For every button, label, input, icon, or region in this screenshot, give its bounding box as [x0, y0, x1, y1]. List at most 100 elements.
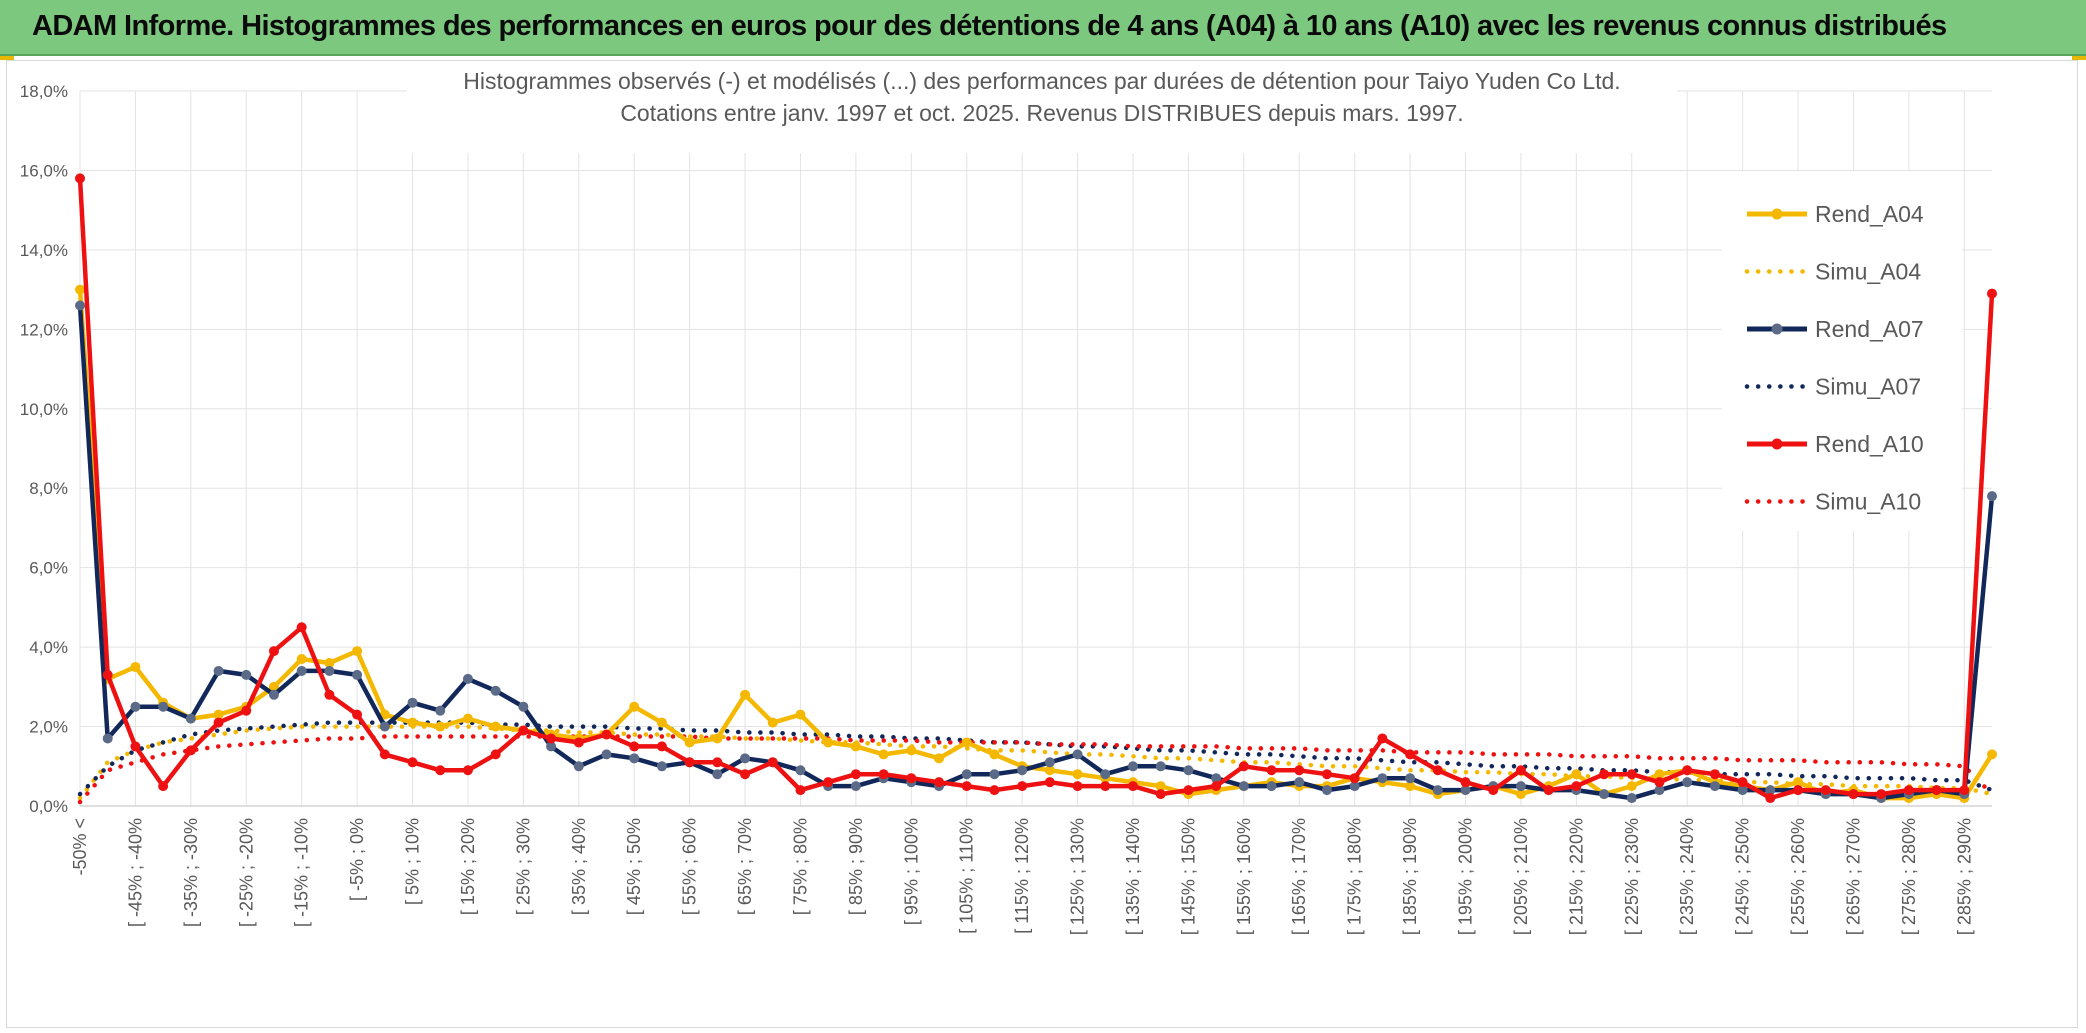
data-point	[795, 709, 806, 720]
data-point	[379, 749, 390, 760]
legend-label: Rend_A10	[1815, 431, 1924, 457]
chart-grid	[79, 90, 1992, 807]
data-point	[490, 749, 501, 760]
data-point	[656, 741, 667, 752]
x-tick-label: [ -15% ; -10%	[292, 818, 312, 927]
data-point	[1626, 793, 1637, 804]
data-point	[75, 173, 85, 184]
data-point	[1737, 777, 1748, 788]
data-point	[1405, 773, 1416, 784]
data-point	[324, 665, 335, 676]
y-tick-label: 0,0%	[29, 797, 68, 816]
data-point	[1211, 781, 1222, 792]
series-simu-a07	[77, 720, 1995, 797]
data-point	[1987, 491, 1997, 502]
data-point	[795, 765, 806, 776]
legend-swatch-marker	[1771, 323, 1783, 335]
legend-label: Rend_A04	[1815, 201, 1924, 227]
x-tick-label: [ 175% ; 180%	[1345, 818, 1365, 935]
data-point	[1709, 781, 1720, 792]
title-background	[407, 63, 1677, 153]
legend-background	[1722, 171, 1962, 531]
data-point	[1543, 785, 1554, 796]
legend-item: Rend_A10	[1747, 431, 1924, 457]
data-point	[213, 709, 224, 720]
data-point	[1432, 765, 1443, 776]
series-rend-a10	[75, 173, 1997, 804]
data-point	[407, 757, 418, 768]
data-point	[1155, 789, 1166, 800]
data-point	[102, 733, 113, 744]
data-point	[130, 661, 141, 672]
data-point	[1183, 785, 1194, 796]
series-layer	[75, 173, 1997, 805]
data-point	[435, 705, 446, 716]
data-point	[934, 777, 945, 788]
data-point	[850, 769, 861, 780]
data-point	[1072, 749, 1083, 760]
series-line-dotted	[77, 724, 1995, 801]
x-tick-label: [ 105% ; 110%	[957, 818, 977, 934]
data-point	[268, 646, 279, 657]
data-point	[546, 733, 557, 744]
data-point	[1460, 785, 1471, 796]
data-point	[740, 753, 751, 764]
data-point	[241, 669, 252, 680]
x-tick-label: [ 225% ; 230%	[1622, 818, 1642, 935]
data-point	[1488, 785, 1499, 796]
data-point	[1238, 781, 1249, 792]
data-point	[712, 733, 723, 744]
data-point	[850, 741, 861, 752]
x-tick-label: [ 65% ; 70%	[735, 818, 755, 915]
data-point	[1155, 781, 1166, 792]
data-point	[1405, 781, 1416, 792]
banner-title: ADAM Informe. Histogrammes des performan…	[32, 10, 1947, 42]
data-point	[1432, 785, 1443, 796]
chart-legend: Rend_A04 Simu_A04 Rend_A07 Simu_A07 Rend_A10…	[1722, 171, 1962, 531]
y-tick-label: 18,0%	[20, 82, 68, 101]
data-point	[1266, 765, 1277, 776]
data-point	[1793, 785, 1804, 796]
data-point	[961, 737, 972, 748]
x-tick-label: [ -25% ; -20%	[236, 818, 256, 927]
data-point	[324, 658, 335, 668]
data-point	[1017, 781, 1028, 792]
data-point	[296, 665, 307, 676]
data-point	[989, 749, 1000, 760]
chart-area: 0,0% 2,0% 4,0% 6,0% 8,0% 10,0% 12,0% 14,0% 16,0%…	[6, 60, 2078, 1028]
x-tick-label: [ 55% ; 60%	[680, 818, 700, 915]
data-point	[435, 765, 446, 776]
legend-swatch-marker	[1771, 208, 1783, 220]
data-point	[1460, 777, 1471, 788]
x-tick-label: [ 195% ; 200%	[1456, 818, 1476, 935]
data-point	[1903, 785, 1914, 796]
data-point	[934, 753, 945, 764]
data-point	[352, 709, 363, 720]
chart-subtitle: Cotations entre janv. 1997 et oct. 2025.…	[620, 100, 1463, 126]
y-tick-label: 14,0%	[20, 241, 68, 260]
data-point	[1599, 769, 1610, 780]
data-point	[1515, 765, 1526, 776]
data-point	[1654, 785, 1665, 796]
data-point	[989, 769, 1000, 780]
legend-item: Simu_A04	[1744, 259, 1921, 285]
data-point	[573, 737, 584, 748]
data-point	[795, 785, 806, 796]
data-point	[213, 665, 224, 676]
data-point	[1515, 781, 1526, 792]
data-point	[1599, 789, 1610, 800]
series-line	[77, 305, 1995, 801]
y-tick-label: 8,0%	[29, 479, 68, 498]
data-point	[961, 781, 972, 792]
data-point	[75, 300, 85, 311]
series-line	[77, 178, 1995, 801]
x-tick-label: [ 95% ; 100%	[901, 818, 921, 925]
data-point	[823, 737, 834, 748]
x-tick-label: [ 165% ; 170%	[1289, 818, 1309, 935]
data-point	[1044, 757, 1055, 768]
data-point	[1294, 777, 1305, 788]
data-point	[1654, 769, 1665, 780]
y-tick-label: 4,0%	[29, 638, 68, 657]
data-point	[906, 745, 917, 756]
x-tick-label: [ 185% ; 190%	[1400, 818, 1420, 935]
